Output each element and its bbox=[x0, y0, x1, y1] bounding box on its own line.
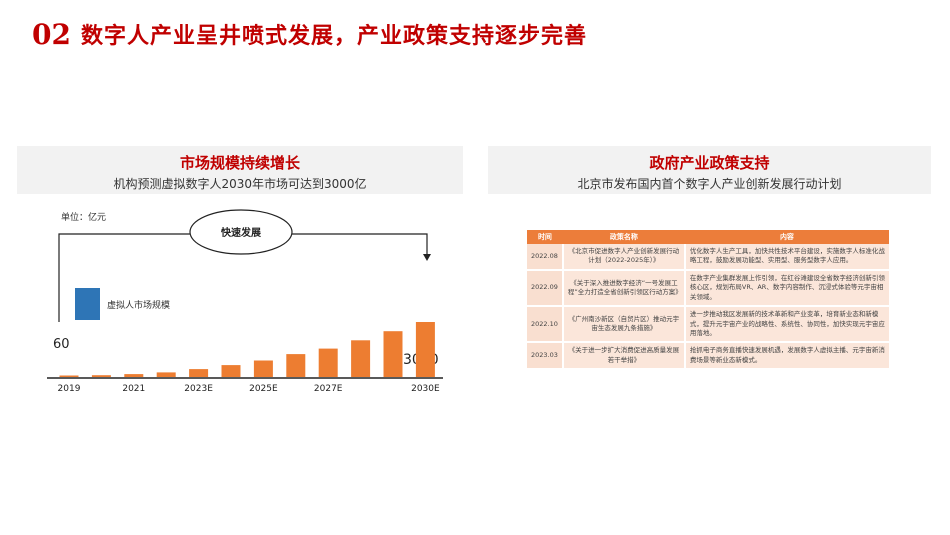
section-number: 02 bbox=[32, 17, 71, 51]
market-panel-header: 市场规模持续增长 机构预测虚拟数字人2030年市场可达到3000亿 bbox=[17, 146, 463, 194]
page-heading: 02 数字人产业呈井喷式发展，产业政策支持逐步完善 bbox=[32, 14, 587, 54]
bar-2027E bbox=[318, 348, 338, 377]
table-row: 2023.03 《关于进一步扩大消费促进高质量发展若干举措》 抢抓电子商务直播快… bbox=[527, 342, 889, 371]
callout-ellipse bbox=[189, 209, 293, 255]
x-tick-label: 2019 bbox=[58, 384, 81, 394]
unit-label: 单位：亿元 bbox=[61, 211, 106, 223]
market-size-panel: 市场规模持续增长 机构预测虚拟数字人2030年市场可达到3000亿 单位：亿元 … bbox=[17, 146, 463, 396]
legend-label: 虚拟人市场规模 bbox=[107, 299, 170, 311]
policy-content: 进一步推动我区发展新的技术革新和产业变革，培育新业态和新模式，提升元宇宙产业的战… bbox=[683, 306, 889, 344]
column-header-content: 内容 bbox=[684, 230, 889, 244]
bar-2021 bbox=[124, 374, 144, 377]
bar-2024E bbox=[221, 365, 241, 377]
start-value-label: 60 bbox=[53, 337, 70, 352]
legend-swatch bbox=[75, 288, 100, 320]
market-panel-subtitle: 机构预测虚拟数字人2030年市场可达到3000亿 bbox=[113, 177, 367, 191]
policy-panel: 政府产业政策支持 北京市发布国内首个数字人产业创新发展行动计划 时间 政策名称 … bbox=[488, 146, 931, 396]
policy-name: 《关于进一步扩大消费促进高质量发展若干举措》 bbox=[561, 342, 685, 371]
policy-date: 2022.08 bbox=[527, 244, 563, 271]
bar-2026E bbox=[286, 354, 306, 377]
policy-content: 在数字产业集群发展上作引领，在红谷滩建设全省数字经济创新引领核心区，规划布局VR… bbox=[683, 269, 889, 308]
market-panel-title: 市场规模持续增长 bbox=[179, 154, 300, 172]
policy-name: 《广州南沙新区（自贸片区）推动元宇宙生态发展九条措施》 bbox=[561, 306, 685, 344]
table-row: 2022.09 《关于深入推进数字经济“一号发展工程”全力打造全省创新引领区行动… bbox=[527, 269, 889, 308]
policy-panel-header: 政府产业政策支持 北京市发布国内首个数字人产业创新发展行动计划 bbox=[488, 146, 931, 194]
policy-panel-title: 政府产业政策支持 bbox=[649, 154, 770, 172]
bar-2030E bbox=[415, 322, 435, 377]
x-tick-label: 2021 bbox=[122, 384, 145, 394]
bar-2019 bbox=[59, 375, 79, 377]
policy-name: 《北京市促进数字人产业创新发展行动计划（2022-2025年）》 bbox=[561, 244, 685, 271]
growth-arrow-head bbox=[423, 254, 431, 261]
bar-2020 bbox=[91, 375, 111, 377]
table-row: 2022.08 《北京市促进数字人产业创新发展行动计划（2022-2025年）》… bbox=[527, 244, 889, 271]
bar-2028E bbox=[351, 340, 371, 377]
x-tick-label: 2027E bbox=[314, 384, 343, 394]
policy-date: 2022.09 bbox=[527, 269, 563, 308]
column-header-date: 时间 bbox=[527, 230, 563, 244]
policy-date: 2023.03 bbox=[527, 342, 563, 371]
market-size-chart: 单位：亿元 快速发展 虚拟人市场规模 60 3000 201920212023E… bbox=[47, 209, 443, 394]
callout-text: 快速发展 bbox=[220, 226, 261, 239]
policy-table: 时间 政策名称 内容 2022.08 《北京市促进数字人产业创新发展行动计划（2… bbox=[527, 230, 889, 371]
x-tick-label: 2023E bbox=[184, 384, 213, 394]
x-tick-label: 2025E bbox=[249, 384, 278, 394]
policy-name: 《关于深入推进数字经济“一号发展工程”全力打造全省创新引领区行动方案》 bbox=[561, 269, 685, 308]
policy-table-header-row: 时间 政策名称 内容 bbox=[527, 230, 889, 244]
bar-2022E bbox=[156, 372, 176, 377]
table-row: 2022.10 《广州南沙新区（自贸片区）推动元宇宙生态发展九条措施》 进一步推… bbox=[527, 306, 889, 344]
policy-content: 优化数字人生产工具，加快共性技术平台建设，实施数字人标准化战略工程，鼓励发展功能… bbox=[683, 244, 889, 271]
policy-date: 2022.10 bbox=[527, 306, 563, 344]
policy-panel-subtitle: 北京市发布国内首个数字人产业创新发展行动计划 bbox=[577, 177, 842, 191]
column-header-policy-name: 政策名称 bbox=[562, 230, 685, 244]
policy-content: 抢抓电子商务直播快速发展机遇，发展数字人虚拟主播、元宇宙新消费场景等新业态新模式… bbox=[683, 342, 889, 371]
x-tick-labels: 2019 2021 2023E 2025E 2027E 2030E bbox=[58, 384, 440, 394]
bar-2029E bbox=[383, 331, 403, 377]
bar-2025E bbox=[253, 360, 273, 377]
page-title: 数字人产业呈井喷式发展，产业政策支持逐步完善 bbox=[80, 24, 587, 49]
bar-series bbox=[59, 322, 435, 377]
x-tick-label: 2030E bbox=[411, 384, 440, 394]
bar-2023E bbox=[189, 369, 209, 377]
